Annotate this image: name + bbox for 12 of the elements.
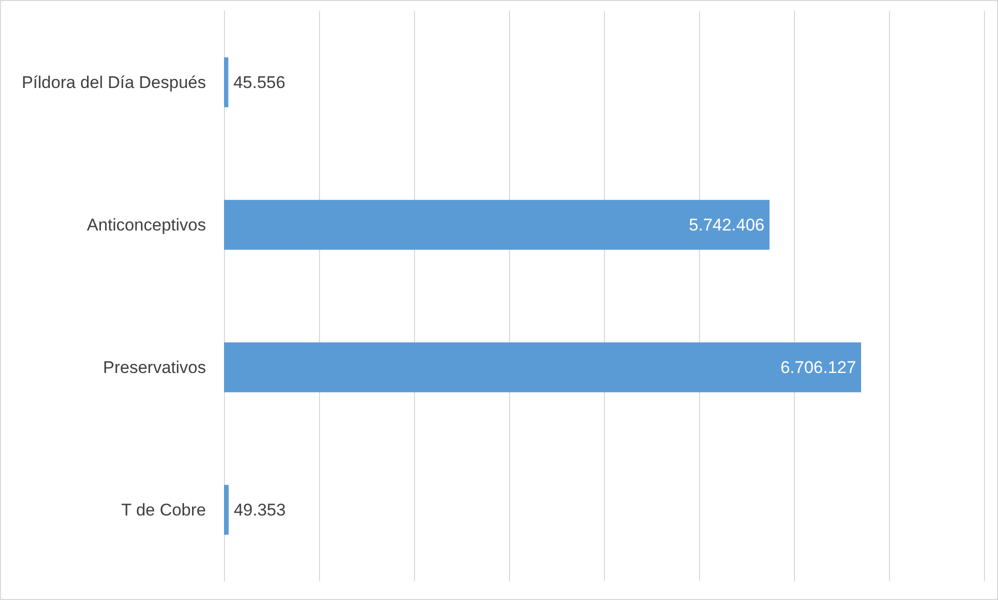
data-label: 6.706.127 <box>780 358 856 377</box>
y-tick-label: Preservativos <box>103 358 206 377</box>
y-tick-label: Anticonceptivos <box>86 215 206 234</box>
data-label: 5.742.406 <box>688 215 765 234</box>
y-tick-label: T de Cobre <box>121 500 206 520</box>
data-label: 49.353 <box>234 500 286 520</box>
bar <box>224 57 228 108</box>
y-tick-label: Píldora del Día Después <box>22 72 206 92</box>
bar <box>224 484 229 535</box>
bar <box>224 342 862 392</box>
bar <box>224 200 770 250</box>
data-label: 45.556 <box>233 72 286 92</box>
